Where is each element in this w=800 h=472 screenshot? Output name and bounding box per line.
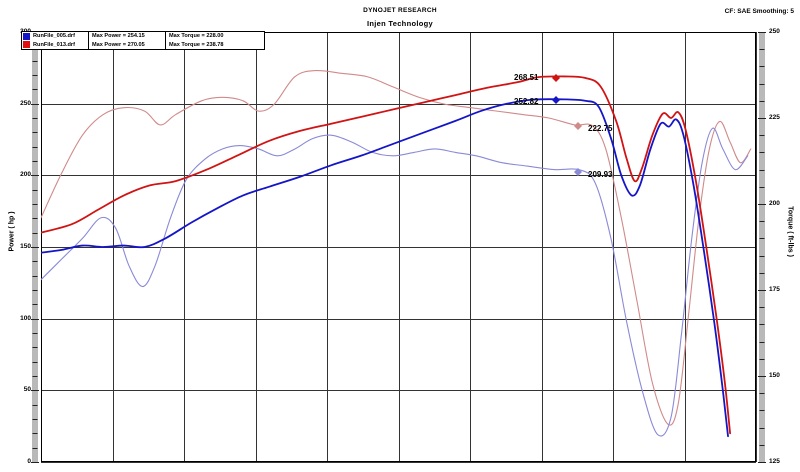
chart-subtitle: Injen Technology bbox=[367, 19, 433, 28]
legend-max-power: Max Power = 254.15 bbox=[89, 32, 166, 41]
marker-222.75 bbox=[574, 122, 582, 130]
left-tick-50: 50 bbox=[23, 386, 31, 394]
legend-max-power: Max Power = 270.05 bbox=[89, 40, 166, 49]
chart-title: DYNOJET RESEARCH bbox=[363, 7, 437, 14]
legend-color-swatch-icon bbox=[23, 41, 30, 49]
left-tick-200: 200 bbox=[20, 171, 31, 179]
value-label-268.51: 268.51 bbox=[514, 73, 539, 82]
legend-max-torque: Max Torque = 228.00 bbox=[169, 33, 224, 40]
legend-max-torque: Max Torque = 238.78 bbox=[169, 41, 224, 48]
run-legend[interactable]: RunFile_005.drf Max Power = 254.15 Max Tor… bbox=[21, 31, 265, 50]
value-label-209.93: 209.93 bbox=[588, 170, 613, 179]
right-axis-title: Torque ( ft-lbs ) bbox=[786, 206, 794, 257]
value-label-252.82: 252.82 bbox=[514, 97, 539, 106]
legend-row-1[interactable]: RunFile_013.drf Max Power = 270.05 Max Tor… bbox=[22, 40, 264, 49]
legend-row-0[interactable]: RunFile_005.drf Max Power = 254.15 Max Tor… bbox=[22, 32, 264, 41]
correction-factor-label: CF: SAE Smoothing: 5 bbox=[724, 8, 794, 15]
left-axis-title: Power ( hp ) bbox=[8, 211, 16, 252]
right-tick-225: 225 bbox=[769, 114, 780, 121]
value-label-222.75: 222.75 bbox=[588, 124, 613, 133]
marker-268.51 bbox=[552, 74, 560, 82]
left-tick-0: 0 bbox=[27, 458, 31, 465]
marker-252.82 bbox=[552, 96, 560, 104]
legend-run-filename: RunFile_013.drf bbox=[32, 40, 89, 49]
marker-209.93 bbox=[574, 168, 582, 176]
left-tick-250: 250 bbox=[20, 99, 31, 107]
series-3 bbox=[41, 127, 749, 437]
left-tick-100: 100 bbox=[20, 314, 31, 322]
left-tick-150: 150 bbox=[20, 243, 31, 250]
series-2 bbox=[41, 69, 752, 426]
legend-color-swatch-icon bbox=[23, 32, 30, 40]
right-tick-200: 200 bbox=[769, 200, 780, 207]
right-tick-250: 250 bbox=[769, 28, 780, 35]
right-tick-175: 175 bbox=[769, 286, 780, 293]
series-1 bbox=[41, 98, 729, 438]
right-tick-150: 150 bbox=[769, 372, 780, 379]
series-0 bbox=[41, 75, 731, 435]
legend-run-filename: RunFile_005.drf bbox=[32, 32, 89, 41]
right-tick-125: 125 bbox=[769, 458, 780, 465]
